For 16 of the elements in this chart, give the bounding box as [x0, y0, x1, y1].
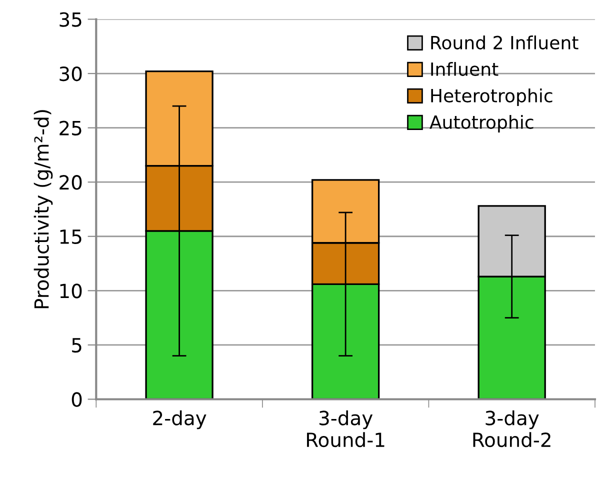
legend-label: Autotrophic	[430, 114, 534, 132]
y-tick-label: 30	[60, 66, 82, 82]
y-tick-label: 15	[60, 230, 82, 244]
legend-label: Heterotrophic	[431, 88, 552, 106]
x-tick-label: 2-day	[153, 410, 206, 430]
y-axis-title: Productivity (g/m²-d)	[34, 110, 53, 308]
x-tick-label: 3-day Round-2	[473, 410, 550, 448]
y-tick-label: 10	[60, 284, 82, 298]
x-tick-label: 3-day Round-1	[307, 410, 384, 448]
legend-label: Round 2 Influent	[431, 35, 578, 50]
y-tick-label: 20	[60, 175, 82, 190]
y-tick-label: 25	[60, 120, 82, 136]
y-tick-label: 0	[72, 392, 82, 407]
y-tick-label: 5	[72, 338, 82, 353]
legend-label: Influent	[431, 62, 498, 76]
y-tick-label: 35	[60, 12, 82, 27]
